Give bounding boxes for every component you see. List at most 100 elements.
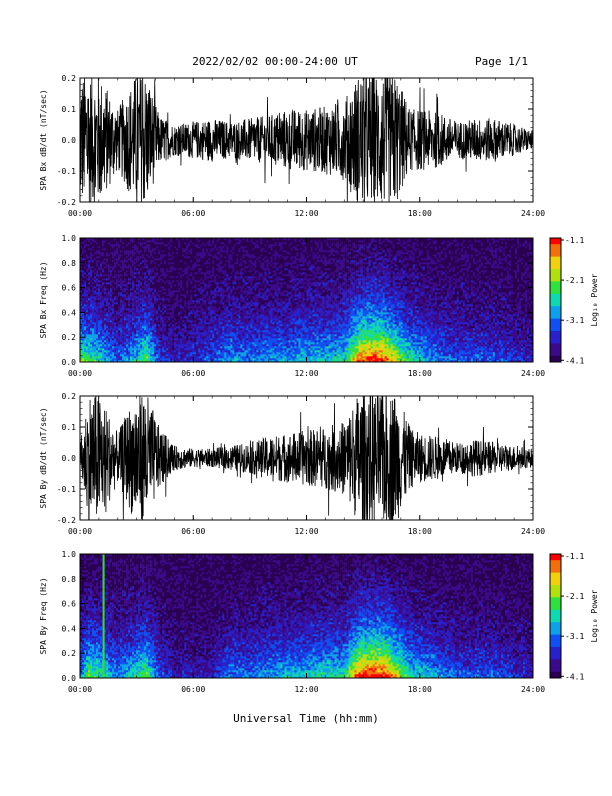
spectrogram-cell bbox=[104, 334, 106, 336]
spectrogram-cell bbox=[228, 356, 230, 358]
spectrogram-cell bbox=[146, 328, 148, 330]
spectrogram-cell bbox=[84, 260, 86, 262]
spectrogram-cell bbox=[88, 314, 90, 316]
spectrogram-cell bbox=[232, 248, 234, 250]
spectrogram-cell bbox=[122, 350, 124, 352]
spectrogram-cell bbox=[142, 340, 144, 342]
spectrogram-cell bbox=[220, 282, 222, 284]
spectrogram-cell bbox=[220, 294, 222, 296]
spectrogram-cell bbox=[96, 288, 98, 290]
spectrogram-cell bbox=[164, 340, 166, 342]
spectrogram-cell bbox=[94, 262, 96, 264]
spectrogram-cell bbox=[156, 302, 158, 304]
spectrogram-cell bbox=[180, 290, 182, 292]
spectrogram-cell bbox=[214, 290, 216, 292]
spectrogram-cell bbox=[170, 308, 172, 310]
spectrogram-cell bbox=[226, 284, 228, 286]
signal-trace bbox=[80, 73, 533, 207]
spectrogram-cell bbox=[84, 358, 86, 360]
spectrogram-cell bbox=[90, 326, 92, 328]
spectrogram-cell bbox=[140, 240, 142, 242]
spectrogram-cell bbox=[190, 320, 192, 322]
spectrogram-cell bbox=[130, 328, 132, 330]
spectrogram-cell bbox=[134, 280, 136, 282]
spectrogram-cell bbox=[168, 298, 170, 300]
spectrogram-cell bbox=[174, 312, 176, 314]
spectrogram-cell bbox=[182, 322, 184, 324]
spectrogram-cell bbox=[200, 244, 202, 246]
spectrogram-cell bbox=[132, 342, 134, 344]
spectrogram-cell bbox=[170, 276, 172, 278]
spectrogram-cell bbox=[230, 256, 232, 258]
spectrogram-cell bbox=[236, 352, 238, 354]
spectrogram-cell bbox=[100, 296, 102, 298]
spectrogram-cell bbox=[178, 328, 180, 330]
spectrogram-cell bbox=[200, 298, 202, 300]
spectrogram-cell bbox=[168, 324, 170, 326]
spectrogram-cell bbox=[228, 302, 230, 304]
spectrogram-cell bbox=[142, 292, 144, 294]
spectrogram-cell bbox=[168, 268, 170, 270]
spectrogram-cell bbox=[104, 294, 106, 296]
spectrogram-cell bbox=[140, 266, 142, 268]
spectrogram-cell bbox=[122, 302, 124, 304]
spectrogram-cell bbox=[166, 296, 168, 298]
spectrogram-cell bbox=[178, 352, 180, 354]
spectrogram-cell bbox=[220, 344, 222, 346]
spectrogram-cell bbox=[172, 348, 174, 350]
spectrogram-cell bbox=[210, 346, 212, 348]
spectrogram-cell bbox=[130, 332, 132, 334]
spectrogram-cell bbox=[98, 264, 100, 266]
spectrogram-cell bbox=[228, 274, 230, 276]
spectrogram-cell bbox=[194, 318, 196, 320]
spectrogram-cell bbox=[118, 294, 120, 296]
spectrogram-cell bbox=[164, 248, 166, 250]
spectrogram-cell bbox=[132, 290, 134, 292]
spectrogram-cell bbox=[158, 272, 160, 274]
spectrogram-cell bbox=[88, 310, 90, 312]
spectrogram-cell bbox=[92, 264, 94, 266]
spectrogram-cell bbox=[232, 316, 234, 318]
spectrogram-cell bbox=[230, 294, 232, 296]
spectrogram-cell bbox=[212, 270, 214, 272]
spectrogram-cell bbox=[212, 312, 214, 314]
spectrogram-cell bbox=[126, 348, 128, 350]
spectrogram-cell bbox=[100, 340, 102, 342]
spectrogram-cell bbox=[128, 262, 130, 264]
spectrogram-cell bbox=[204, 356, 206, 358]
spectrogram-cell bbox=[122, 306, 124, 308]
spectrogram-cell bbox=[196, 294, 198, 296]
spectrogram-cell bbox=[156, 332, 158, 334]
spectrogram-cell bbox=[178, 282, 180, 284]
spectrogram-cell bbox=[142, 262, 144, 264]
spectrogram-cell bbox=[172, 282, 174, 284]
spectrogram-cell bbox=[220, 276, 222, 278]
spectrogram-cell bbox=[220, 252, 222, 254]
spectrogram-cell bbox=[116, 244, 118, 246]
spectrogram-cell bbox=[194, 314, 196, 316]
spectrogram-cell bbox=[122, 240, 124, 242]
spectrogram-cell bbox=[190, 332, 192, 334]
spectrogram-cell bbox=[160, 356, 162, 358]
spectrogram-cell bbox=[230, 356, 232, 358]
spectrogram-cell bbox=[100, 330, 102, 332]
spectrogram-cell bbox=[232, 308, 234, 310]
spectrogram-cell bbox=[138, 320, 140, 322]
spectrogram-cell bbox=[162, 316, 164, 318]
spectrogram-cell bbox=[84, 282, 86, 284]
spectrogram-cell bbox=[216, 246, 218, 248]
spectrogram-cell bbox=[182, 334, 184, 336]
spectrogram-cell bbox=[150, 330, 152, 332]
spectrogram-cell bbox=[108, 296, 110, 298]
spectrogram-cell bbox=[144, 248, 146, 250]
spectrogram-cell bbox=[98, 306, 100, 308]
spectrogram-cell bbox=[88, 338, 90, 340]
spectrogram-cell bbox=[122, 254, 124, 256]
spectrogram-cell bbox=[234, 276, 236, 278]
spectrogram-cell bbox=[196, 334, 198, 336]
spectrogram-cell bbox=[230, 246, 232, 248]
spectrogram-cell bbox=[198, 340, 200, 342]
spectrogram-cell bbox=[234, 336, 236, 338]
spectrogram-cell bbox=[134, 268, 136, 270]
spectrogram-cell bbox=[106, 284, 108, 286]
